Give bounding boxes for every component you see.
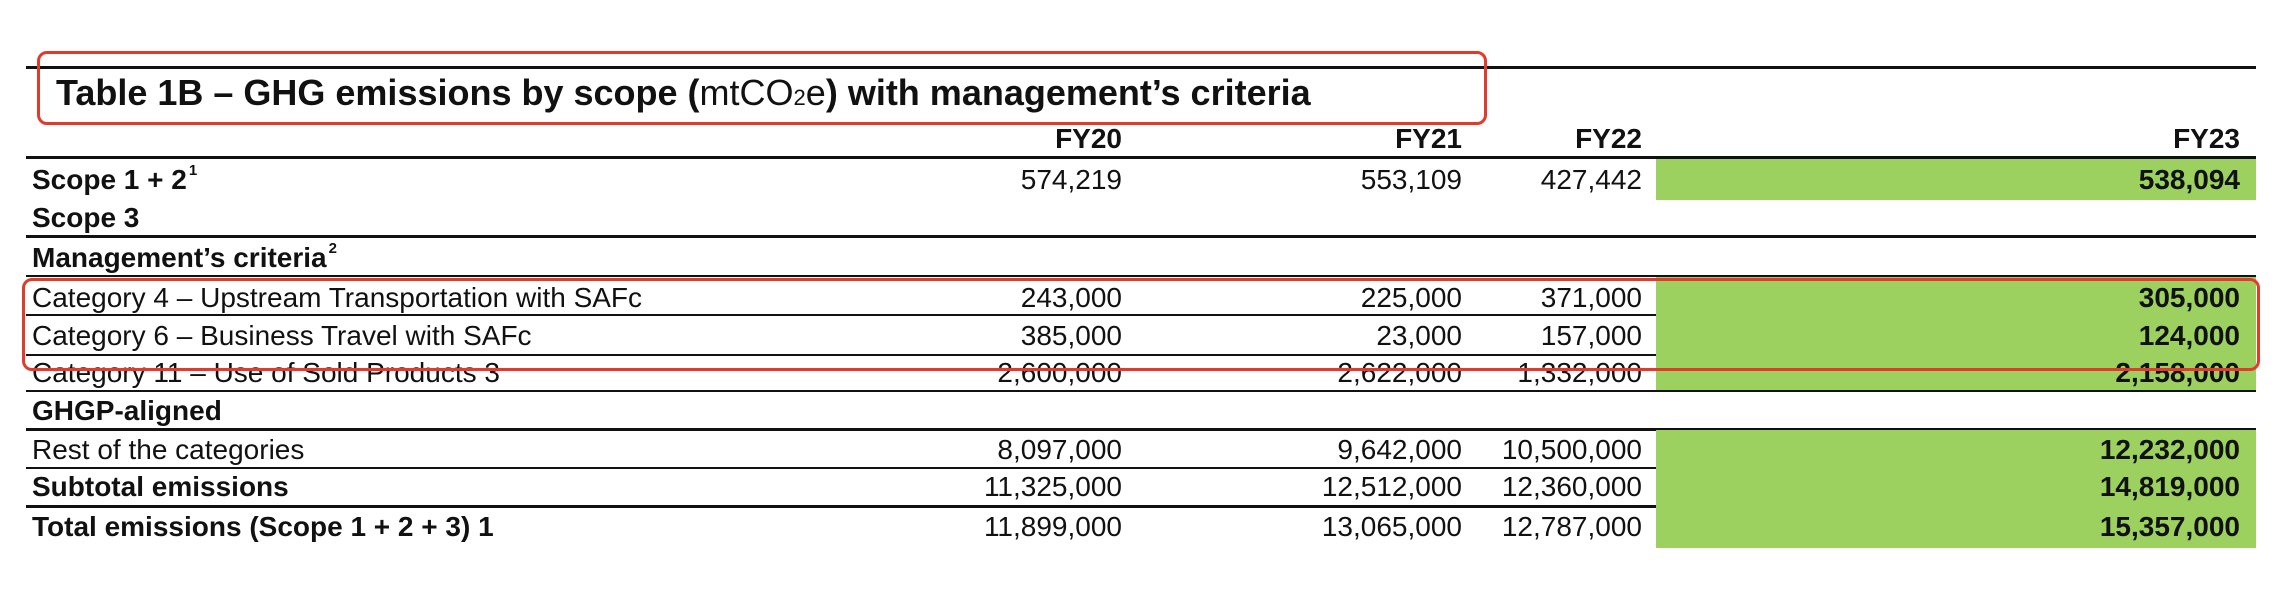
table-cell: 243,000 — [1020, 282, 1122, 313]
table-cell: 371,000 — [1540, 282, 1642, 313]
table-cell: 13,065,000 — [1321, 511, 1462, 542]
row-divider — [26, 275, 2256, 277]
table-cell: 8,097,000 — [997, 434, 1122, 465]
row-label-category-6: Category 6 – Business Travel with SAFc — [32, 320, 532, 351]
row-label-total-emissions: Total emissions (Scope 1 + 2 + 3) 1 — [32, 511, 494, 542]
column-header-fy21: FY21 — [1395, 123, 1462, 154]
table-cell: 2,622,000 — [1337, 357, 1462, 388]
title-annotation-box — [37, 51, 1487, 125]
table-cell: 11,325,000 — [983, 471, 1122, 502]
fy23-highlight — [1656, 430, 2256, 548]
row-divider — [26, 314, 2256, 316]
rows-annotation-box — [22, 278, 2260, 371]
table-cell: 2,600,000 — [997, 357, 1122, 388]
row-label-ghgp-aligned: GHGP-aligned — [32, 395, 222, 426]
row-divider — [26, 235, 2256, 238]
table-cell: 23,000 — [1376, 320, 1462, 351]
row-divider — [26, 505, 2256, 508]
table-cell: 12,787,000 — [1501, 511, 1642, 542]
row-divider — [26, 467, 2256, 469]
table-cell: 1,332,000 — [1517, 357, 1642, 388]
row-divider — [26, 428, 2256, 431]
row-divider — [26, 390, 2256, 392]
table-cell: 9,642,000 — [1337, 434, 1462, 465]
row-divider — [26, 354, 2256, 356]
column-header-fy20: FY20 — [1055, 123, 1122, 154]
row-label-management-criteria: Management’s criteria 2 — [32, 239, 337, 273]
row-label-category-4: Category 4 – Upstream Transportation wit… — [32, 282, 643, 313]
row-label-rest-of-categories: Rest of the categories — [32, 434, 305, 465]
table-title: Table 1B – GHG emissions by scope (mtCO2… — [56, 72, 1311, 113]
fy23-highlight — [1656, 277, 2256, 390]
table-cell: 12,232,000 — [2099, 434, 2240, 465]
table-cell: 225,000 — [1360, 282, 1462, 313]
row-label-subtotal-emissions: Subtotal emissions — [32, 471, 289, 502]
table-cell: 305,000 — [2138, 282, 2240, 313]
row-label-scope-3: Scope 3 — [32, 202, 140, 233]
table-cell: 12,512,000 — [1321, 471, 1462, 502]
table-cell: 2,158,000 — [2115, 357, 2240, 388]
table-cell: 553,109 — [1360, 164, 1462, 195]
table-cell: 11,899,000 — [983, 511, 1122, 542]
table-cell: 12,360,000 — [1501, 471, 1642, 502]
table-top-rule — [26, 66, 2256, 69]
table-cell: 538,094 — [2138, 164, 2240, 195]
column-header-fy23: FY23 — [2173, 123, 2240, 154]
table-cell: 385,000 — [1020, 320, 1122, 351]
table-cell: 574,219 — [1020, 164, 1122, 195]
ghg-emissions-table: Table 1B – GHG emissions by scope (mtCO2… — [22, 0, 2260, 614]
table-cell: 427,442 — [1540, 164, 1642, 195]
table-cell: 124,000 — [2138, 320, 2240, 351]
fy23-highlight — [1656, 159, 2256, 200]
table-cell: 14,819,000 — [2099, 471, 2240, 502]
title-bottom-rule — [26, 156, 2256, 159]
row-label-category-11: Category 11 – Use of Sold Products 3 — [32, 357, 500, 388]
column-header-fy22: FY22 — [1575, 123, 1642, 154]
table-cell: 10,500,000 — [1501, 434, 1642, 465]
table-cell: 15,357,000 — [2099, 511, 2240, 542]
table-cell: 157,000 — [1540, 320, 1642, 351]
